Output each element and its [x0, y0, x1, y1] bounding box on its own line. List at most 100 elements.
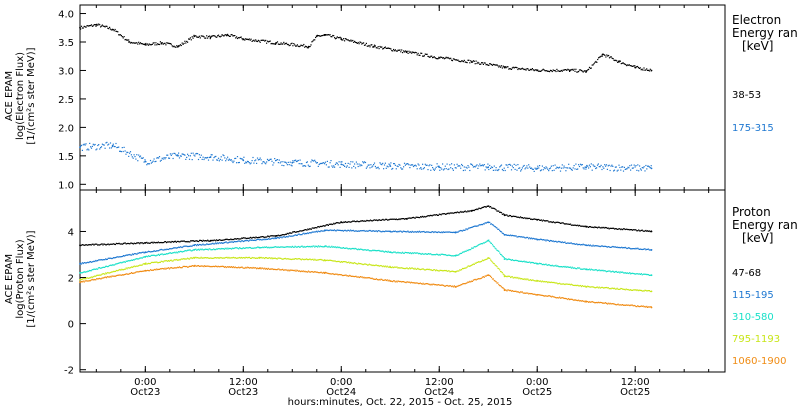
data-point — [476, 261, 478, 263]
data-point — [162, 249, 164, 251]
data-point — [105, 272, 107, 274]
data-point — [105, 276, 107, 278]
data-point — [299, 246, 301, 248]
data-point — [315, 271, 317, 273]
data-point — [327, 224, 329, 226]
data-point — [605, 270, 607, 272]
data-point — [338, 222, 340, 224]
data-point — [138, 252, 140, 254]
data-point — [356, 42, 358, 44]
data-point — [186, 241, 188, 243]
data-point — [618, 288, 620, 290]
data-point — [246, 237, 248, 239]
data-point — [256, 257, 258, 259]
data-point — [302, 246, 304, 248]
data-point — [490, 223, 492, 225]
data-point — [588, 245, 591, 247]
data-point — [164, 267, 166, 269]
data-point — [280, 236, 282, 238]
data-point — [177, 247, 179, 249]
data-point — [231, 257, 234, 259]
data-point — [417, 267, 419, 269]
data-point — [125, 243, 127, 245]
data-point — [118, 269, 120, 271]
data-point — [620, 304, 622, 306]
data-point — [343, 221, 345, 223]
data-point — [618, 60, 621, 62]
data-point — [359, 41, 361, 43]
data-point — [223, 242, 225, 244]
data-point — [411, 217, 413, 219]
data-point — [181, 246, 183, 249]
data-point — [607, 246, 609, 248]
proton-ytick-label: 0 — [68, 320, 74, 331]
data-point — [101, 143, 103, 145]
data-point — [335, 222, 338, 224]
data-point — [613, 246, 615, 248]
data-point — [398, 163, 400, 166]
data-point — [354, 40, 356, 42]
data-point — [422, 55, 424, 57]
data-point — [173, 152, 175, 154]
data-point — [387, 266, 389, 268]
data-point — [464, 283, 466, 285]
data-point — [524, 68, 526, 70]
data-point — [271, 235, 273, 237]
data-point — [179, 246, 181, 248]
data-point — [188, 158, 191, 160]
data-point — [172, 260, 174, 262]
data-point — [493, 263, 495, 265]
data-point — [433, 169, 435, 171]
data-point — [409, 231, 412, 233]
data-point — [167, 42, 169, 44]
data-point — [303, 43, 305, 46]
data-point — [358, 276, 360, 278]
data-point — [131, 266, 134, 268]
data-point — [315, 259, 317, 261]
data-point — [517, 216, 519, 218]
data-point — [94, 24, 96, 26]
data-point — [326, 34, 328, 36]
series-point — [324, 34, 326, 37]
data-point — [518, 167, 520, 169]
series-point — [128, 41, 130, 43]
data-point — [465, 61, 467, 63]
data-point — [407, 52, 409, 54]
data-point — [477, 167, 479, 169]
data-point — [120, 243, 122, 245]
data-point — [149, 255, 152, 257]
data-point — [617, 61, 619, 63]
data-point — [410, 51, 412, 53]
data-point — [344, 38, 347, 40]
data-point — [80, 145, 82, 147]
data-point — [302, 233, 304, 235]
data-point — [428, 56, 430, 58]
data-point — [257, 159, 259, 161]
data-point — [556, 241, 558, 243]
data-point — [426, 231, 428, 233]
data-point — [398, 231, 400, 233]
data-point — [385, 266, 387, 268]
data-point — [219, 239, 221, 241]
series-point — [193, 257, 196, 259]
data-point — [545, 220, 547, 222]
data-point — [464, 250, 466, 252]
data-point — [101, 24, 103, 26]
data-point — [236, 37, 239, 40]
data-point — [156, 241, 158, 244]
data-point — [421, 215, 423, 217]
data-point — [381, 164, 383, 166]
data-point — [529, 217, 531, 219]
data-point — [153, 42, 155, 44]
data-point — [272, 268, 274, 270]
data-point — [215, 155, 217, 157]
data-point — [375, 230, 377, 232]
data-point — [105, 265, 108, 267]
data-point — [225, 160, 227, 162]
data-point — [339, 36, 341, 38]
data-point — [253, 267, 255, 269]
data-point — [178, 45, 181, 47]
data-point — [292, 45, 294, 47]
data-point — [306, 258, 308, 260]
data-point — [229, 266, 231, 268]
